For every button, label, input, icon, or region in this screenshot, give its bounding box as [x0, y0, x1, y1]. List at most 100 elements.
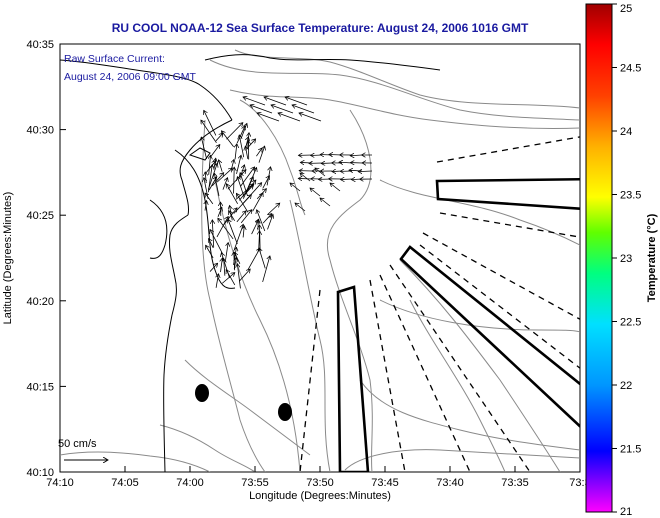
y-tick-label: 40:30 [26, 125, 54, 137]
current-vector [285, 97, 308, 106]
map-title: RU COOL NOAA-12 Sea Surface Temperature:… [111, 21, 529, 35]
current-vector [237, 177, 245, 198]
current-vector [228, 219, 238, 245]
current-vector [350, 155, 363, 156]
current-vector [209, 239, 214, 249]
current-vector [239, 180, 256, 201]
current-vector [257, 113, 280, 122]
current-vector [310, 188, 321, 197]
current-vector [242, 183, 262, 204]
current-vector [224, 243, 228, 262]
y-tick-label: 40:25 [26, 210, 54, 222]
current-vector [271, 105, 294, 114]
current-vector [201, 120, 217, 143]
current-vector [358, 171, 373, 172]
current-vector [299, 113, 322, 122]
x-tick-label: 74:00 [176, 477, 204, 489]
current-vector [300, 173, 311, 182]
current-vector [206, 245, 214, 259]
station-marker [195, 384, 209, 402]
beam-outline-south [336, 285, 370, 472]
current-vector [226, 123, 242, 140]
current-vector [236, 193, 249, 213]
current-vector [292, 105, 315, 114]
current-vector [216, 217, 228, 238]
y-axis-ticks: 40:35 40:30 40:25 40:20 40:15 40:10 [26, 39, 66, 479]
current-vector [247, 248, 260, 270]
current-vector [245, 168, 257, 193]
map-plot-area [59, 43, 581, 473]
current-vector [236, 155, 242, 174]
current-vector [330, 183, 341, 192]
x-axis-ticks: 74:10 74:05 74:00 73:55 73:50 73:45 73:40 73:35… [46, 466, 591, 489]
current-vector [209, 155, 211, 175]
current-vector [205, 172, 206, 184]
radar-beams [299, 136, 580, 472]
current-vector [222, 208, 237, 226]
current-vector [209, 145, 220, 158]
current-vector [262, 176, 270, 189]
current-vector [256, 189, 266, 200]
current-vector [315, 168, 326, 177]
current-vector [258, 146, 265, 163]
current-vector [229, 211, 235, 221]
current-vector [212, 173, 223, 187]
current-vector [240, 210, 252, 224]
current-vector [216, 274, 218, 288]
current-vector [217, 207, 222, 217]
current-vector [231, 159, 234, 170]
station-marker [278, 403, 292, 421]
colorbar-ticks: 25 24.5 24 23.5 23 22.5 22 21.5 21 [612, 3, 641, 518]
current-vector [208, 177, 216, 191]
current-vector [245, 146, 247, 159]
current-vector [267, 203, 279, 216]
current-vector [295, 203, 306, 212]
current-vector [222, 273, 235, 284]
current-vector [219, 160, 223, 172]
x-tick-label: 74:10 [46, 477, 74, 489]
current-vector [290, 183, 301, 192]
current-vector [262, 256, 270, 283]
current-vector [267, 214, 273, 230]
current-vector [340, 179, 353, 180]
current-vector [237, 264, 241, 289]
current-vector [212, 220, 213, 248]
current-vector [244, 185, 253, 195]
current-vector [207, 163, 217, 190]
current-vector [201, 137, 207, 160]
annotation-line-1: Raw Surface Current: [64, 53, 165, 65]
annotation-line-2: August 24, 2006 09:00 GMT [64, 71, 197, 83]
colorbar-tick-label: 22 [620, 380, 632, 392]
y-tick-label: 40:10 [26, 467, 54, 479]
current-vector [235, 144, 237, 160]
current-vector [234, 167, 235, 194]
x-tick-label: 73:45 [371, 477, 399, 489]
current-vector [278, 113, 301, 122]
current-vector [250, 105, 273, 114]
colorbar-title: Temperature (°C) [646, 213, 658, 302]
current-vector [243, 97, 266, 106]
current-vector [234, 258, 236, 269]
x-tick-label: 73:40 [436, 477, 464, 489]
x-tick-label: 73:50 [306, 477, 334, 489]
colorbar-tick-label: 21.5 [620, 444, 641, 456]
current-vector [320, 198, 331, 207]
x-axis-title: Longitude (Degrees:Minutes) [249, 490, 391, 502]
current-vector [209, 263, 218, 272]
current-vector [264, 97, 287, 106]
colorbar-tick-label: 21 [620, 506, 632, 518]
colorbar-tick-label: 24.5 [620, 63, 641, 75]
scale-label: 50 cm/s [58, 438, 97, 450]
x-tick-label: 74:05 [111, 477, 139, 489]
current-vector [216, 168, 232, 183]
colorbar [585, 3, 613, 513]
current-vector [204, 178, 209, 199]
y-axis-title: Latitude (Degrees:Minutes) [2, 192, 14, 325]
current-vector [252, 193, 263, 212]
surface-current-vectors [201, 97, 373, 289]
current-vector [239, 135, 245, 158]
beam-outline-east [435, 177, 580, 210]
current-vector [243, 226, 244, 238]
current-vector [205, 193, 214, 205]
